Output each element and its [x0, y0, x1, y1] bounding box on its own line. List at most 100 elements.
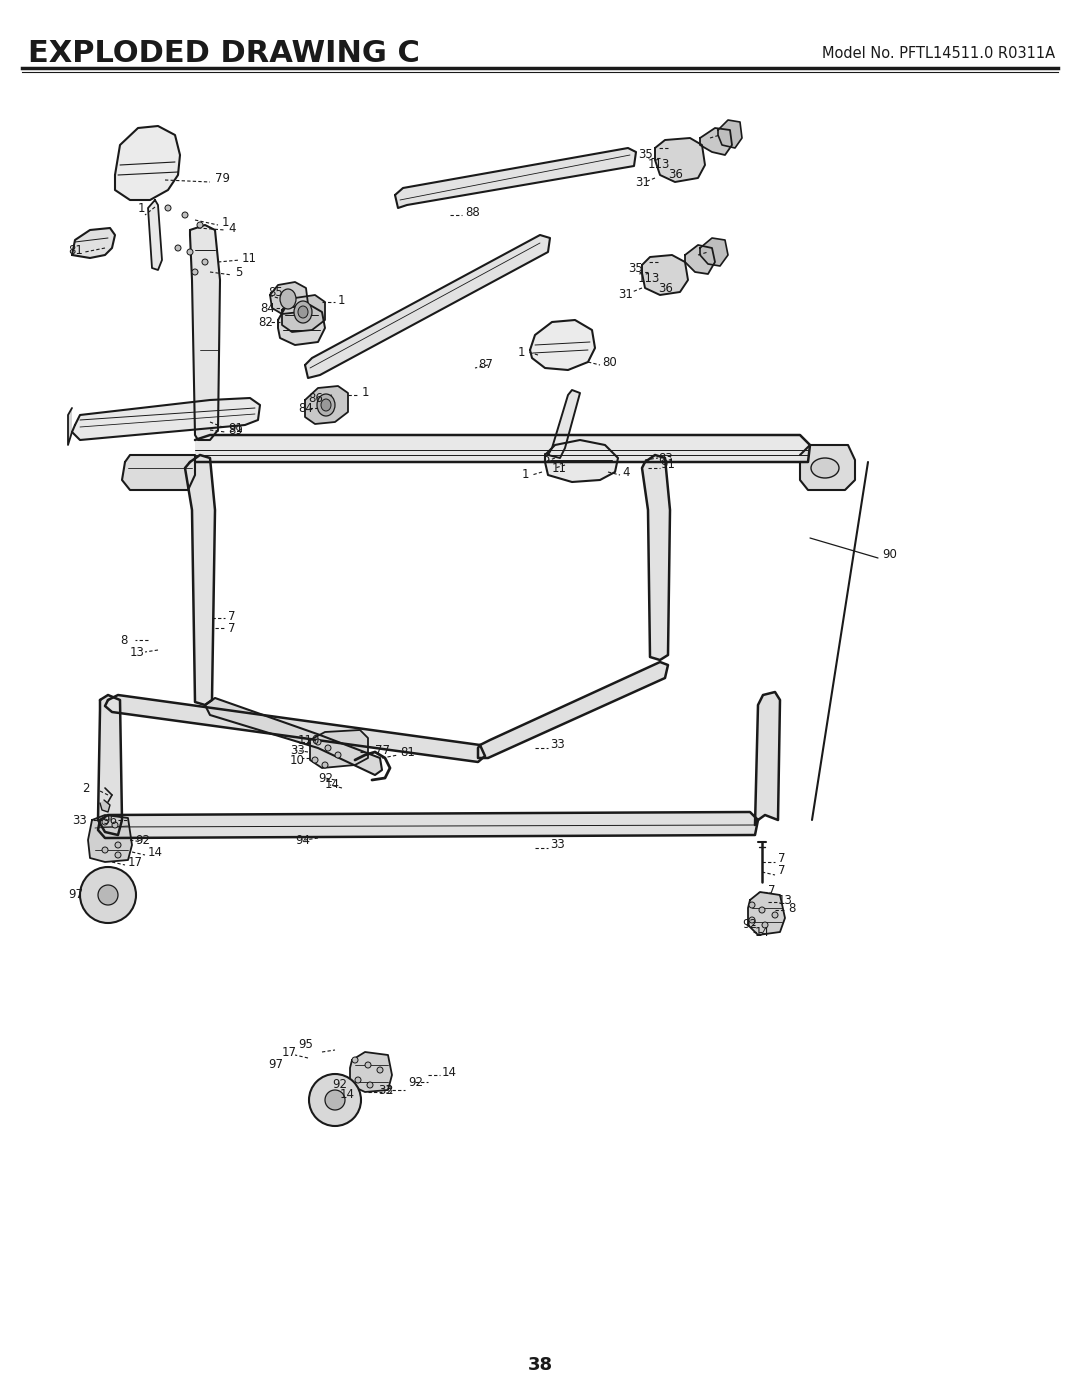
- Circle shape: [187, 249, 193, 256]
- Ellipse shape: [811, 458, 839, 478]
- Text: 83: 83: [658, 451, 673, 464]
- Circle shape: [192, 270, 198, 275]
- Polygon shape: [195, 434, 810, 462]
- Text: 90: 90: [882, 549, 896, 562]
- Polygon shape: [72, 228, 114, 258]
- Circle shape: [183, 212, 188, 218]
- Polygon shape: [305, 235, 550, 379]
- Polygon shape: [755, 692, 780, 826]
- Text: 84: 84: [298, 401, 313, 415]
- Text: 1: 1: [338, 293, 346, 306]
- Polygon shape: [748, 893, 785, 935]
- Circle shape: [309, 1074, 361, 1126]
- Polygon shape: [87, 814, 132, 862]
- Text: 4: 4: [622, 465, 630, 479]
- Circle shape: [98, 886, 118, 905]
- Circle shape: [335, 752, 341, 759]
- Polygon shape: [310, 731, 368, 768]
- Text: 33: 33: [550, 838, 565, 852]
- Text: 14: 14: [442, 1066, 457, 1078]
- Polygon shape: [350, 1052, 392, 1092]
- Text: 92: 92: [408, 1076, 423, 1088]
- Polygon shape: [545, 440, 618, 482]
- Text: 7: 7: [768, 883, 775, 897]
- Text: 38: 38: [527, 1356, 553, 1375]
- Text: 1: 1: [522, 468, 529, 482]
- Polygon shape: [100, 800, 110, 812]
- Text: 86: 86: [308, 391, 323, 405]
- Polygon shape: [114, 126, 180, 200]
- Circle shape: [367, 1083, 373, 1088]
- Circle shape: [377, 1067, 383, 1073]
- Ellipse shape: [294, 300, 312, 323]
- Polygon shape: [278, 305, 325, 345]
- Text: 113: 113: [648, 158, 671, 172]
- Polygon shape: [205, 698, 382, 775]
- Text: 33: 33: [378, 1084, 393, 1097]
- Text: 2: 2: [82, 781, 90, 795]
- Circle shape: [762, 922, 768, 928]
- Circle shape: [312, 757, 318, 763]
- Text: 94: 94: [295, 834, 310, 847]
- Text: 35: 35: [638, 148, 652, 162]
- Circle shape: [322, 761, 328, 768]
- Ellipse shape: [298, 306, 308, 319]
- Text: 36: 36: [658, 282, 673, 295]
- Polygon shape: [305, 386, 348, 425]
- Circle shape: [197, 222, 203, 228]
- Circle shape: [772, 912, 778, 918]
- Ellipse shape: [280, 289, 296, 309]
- Polygon shape: [800, 446, 855, 490]
- Text: 5: 5: [235, 265, 242, 278]
- Circle shape: [202, 258, 208, 265]
- Text: 80: 80: [602, 355, 617, 369]
- Polygon shape: [478, 662, 669, 759]
- Circle shape: [365, 1062, 372, 1067]
- Text: 33: 33: [291, 743, 305, 757]
- Text: 31: 31: [618, 289, 633, 302]
- Polygon shape: [700, 129, 732, 155]
- Ellipse shape: [318, 394, 335, 416]
- Polygon shape: [185, 455, 215, 705]
- Text: 13: 13: [778, 894, 793, 907]
- Polygon shape: [642, 455, 670, 659]
- Text: 87: 87: [478, 359, 492, 372]
- Polygon shape: [105, 694, 485, 761]
- Text: 11: 11: [552, 461, 567, 475]
- Text: 14: 14: [755, 925, 770, 939]
- Text: 81: 81: [68, 243, 83, 257]
- Text: 33: 33: [550, 739, 565, 752]
- Text: 7: 7: [778, 852, 785, 865]
- Circle shape: [325, 1090, 345, 1111]
- Polygon shape: [98, 694, 122, 835]
- Text: 96: 96: [102, 813, 117, 827]
- Text: 1: 1: [362, 387, 369, 400]
- Circle shape: [80, 868, 136, 923]
- Text: 85: 85: [268, 286, 283, 299]
- Circle shape: [114, 852, 121, 858]
- Polygon shape: [700, 237, 728, 265]
- Text: 82: 82: [258, 316, 273, 328]
- Polygon shape: [98, 812, 758, 838]
- Polygon shape: [718, 120, 742, 148]
- Text: 77: 77: [375, 743, 390, 757]
- Text: 36: 36: [669, 169, 683, 182]
- Text: 113: 113: [638, 271, 660, 285]
- Text: 89: 89: [228, 423, 243, 436]
- Text: 4: 4: [228, 222, 235, 235]
- Text: 33: 33: [72, 813, 86, 827]
- Text: 79: 79: [215, 172, 230, 184]
- Circle shape: [315, 739, 321, 745]
- Text: 8: 8: [120, 633, 127, 647]
- Text: 31: 31: [635, 176, 650, 189]
- Circle shape: [102, 847, 108, 854]
- Text: 92: 92: [135, 834, 150, 847]
- Polygon shape: [72, 398, 260, 440]
- Text: 7: 7: [778, 863, 785, 876]
- Text: 81: 81: [400, 746, 415, 759]
- Polygon shape: [190, 225, 220, 440]
- Text: 88: 88: [465, 205, 480, 218]
- Text: 1: 1: [222, 215, 229, 229]
- Text: 14: 14: [148, 845, 163, 859]
- Text: 5: 5: [542, 451, 550, 464]
